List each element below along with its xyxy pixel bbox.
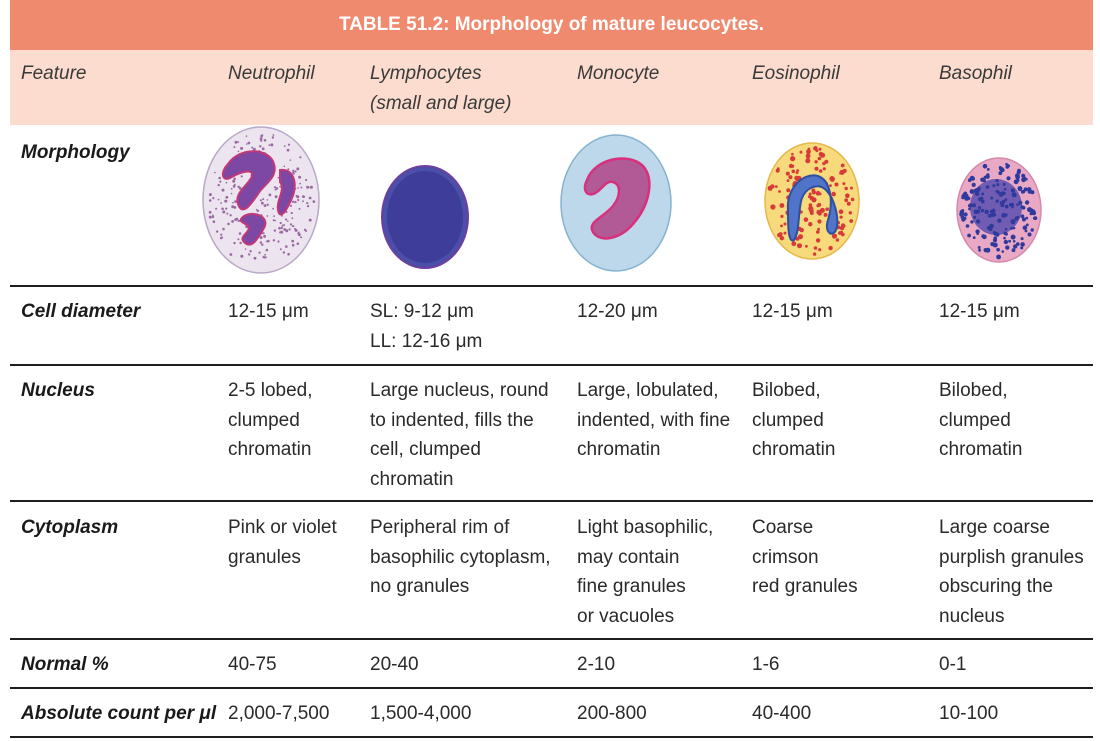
row-divider [10,638,1093,640]
table-cell: Peripheral rim of basophilic cytoplasm, no… [370,517,551,597]
row-label-cytoplasm: Cytoplasm [21,517,119,538]
table-cell: Pink or violet granules [228,517,337,568]
table-title: TABLE 51.2: Morphology of mature leucocy… [10,0,1093,50]
row-divider [10,364,1093,366]
header-basophil: Basophil [939,63,1012,84]
header-band [10,50,1093,125]
row-divider [10,687,1093,689]
table-cell: 12-15 μm [939,301,1020,322]
table-cell: 200-800 [577,703,647,724]
table-cell: Coarse crimson red granules [752,517,858,597]
row-label-nucleus: Nucleus [21,380,95,401]
table-cell: 10-100 [939,703,999,724]
table-cell: 20-40 [370,654,419,675]
neutrophil-cell-image [200,124,322,276]
table-cell: 2-10 [577,654,616,675]
eosinophil-cell-image [762,140,862,262]
row-divider [10,736,1093,738]
table-cell: Large, lobulated, indented, with fine chro… [577,380,731,460]
table-cell: Large nucleus, round to indented, fills t… [370,380,549,490]
header-lymphocytes: Lymphocytes (small and large) [370,63,512,114]
header-eosinophil: Eosinophil [752,63,840,84]
table-cell: 2-5 lobed, clumped chromatin [228,380,313,460]
table-cell: Bilobed, clumped chromatin [939,380,1023,460]
table-cell: 12-15 μm [752,301,833,322]
table-cell: 1-6 [752,654,780,675]
header-monocyte: Monocyte [577,63,660,84]
table-cell: SL: 9-12 μm LL: 12-16 μm [370,301,483,352]
basophil-cell-image [954,155,1044,265]
lymphocyte-cell-image [380,164,470,270]
table-cell: Large coarse purplish granules obscuring t… [939,517,1084,627]
table-cell: 40-75 [228,654,277,675]
table-cell: 12-15 μm [228,301,309,322]
table-cell: Bilobed, clumped chromatin [752,380,836,460]
monocyte-cell-image [559,132,673,274]
row-label-normal-percent: Normal % [21,654,109,675]
header-neutrophil: Neutrophil [228,63,315,84]
table-cell: 40-400 [752,703,812,724]
table-cell: 2,000-7,500 [228,703,330,724]
row-label-absolute-count: Absolute count per μl [21,703,217,724]
row-divider [10,500,1093,502]
table-cell: 1,500-4,000 [370,703,472,724]
table-cell: 0-1 [939,654,967,675]
row-label-cell-diameter: Cell diameter [21,301,141,322]
table-cell: 12-20 μm [577,301,658,322]
header-feature: Feature [21,63,87,84]
row-divider [10,285,1093,287]
table-cell: Light basophilic, may contain fine granule… [577,517,714,627]
row-label-morphology: Morphology [21,142,130,163]
